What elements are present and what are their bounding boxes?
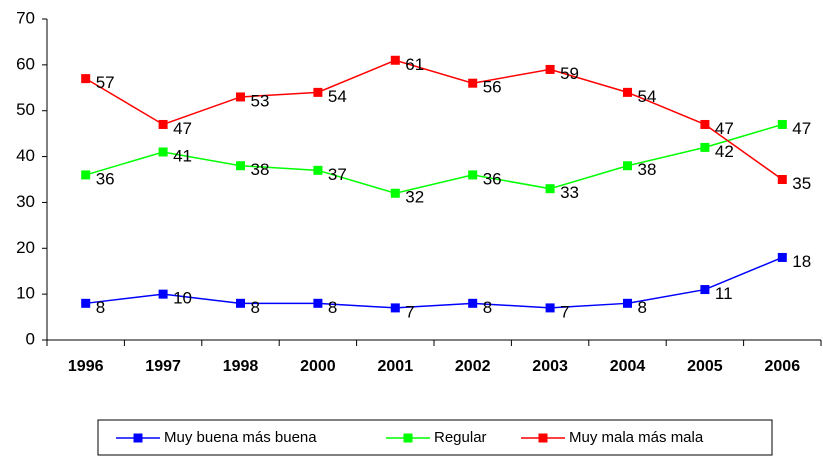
y-tick-label: 0	[26, 329, 35, 348]
y-tick-label: 10	[16, 284, 35, 303]
x-tick-label: 2006	[765, 358, 801, 375]
series-line	[85, 256, 783, 309]
data-label: 35	[792, 174, 811, 193]
data-label: 53	[251, 91, 270, 110]
point	[158, 147, 168, 157]
point	[777, 119, 787, 129]
point	[545, 64, 555, 74]
data-label: 54	[638, 87, 657, 106]
x-tick-label: 2002	[455, 358, 491, 375]
point	[158, 289, 168, 299]
data-label: 57	[96, 73, 115, 92]
data-label: 8	[328, 298, 337, 317]
data-label: 56	[483, 78, 502, 97]
data-label: 61	[405, 55, 424, 74]
point	[313, 87, 323, 97]
data-label: 37	[328, 165, 347, 184]
x-tick-label: 1997	[145, 358, 181, 375]
data-label: 8	[96, 298, 105, 317]
series-line	[85, 123, 783, 195]
point	[545, 184, 555, 194]
point	[390, 303, 400, 313]
data-label: 47	[792, 119, 811, 138]
point	[236, 92, 245, 102]
data-label: 42	[715, 142, 734, 161]
legend-label: Muy buena más buena	[164, 429, 317, 446]
data-label: 7	[405, 302, 414, 321]
x-tick-label: 2001	[378, 358, 414, 375]
point	[468, 170, 478, 180]
point	[81, 74, 91, 84]
x-tick-label: 2000	[300, 358, 336, 375]
y-tick-label: 70	[16, 8, 35, 27]
y-tick-label: 20	[16, 238, 35, 257]
point	[236, 161, 245, 171]
point	[81, 298, 91, 308]
point	[623, 298, 632, 308]
y-tick-label: 50	[16, 100, 35, 119]
point	[700, 285, 710, 295]
point	[158, 119, 168, 129]
point	[236, 298, 245, 308]
data-label: 41	[173, 146, 192, 165]
series-line	[85, 59, 783, 181]
data-label: 32	[405, 188, 424, 207]
x-tick-label: 1998	[223, 358, 259, 375]
data-label: 8	[251, 298, 260, 317]
point	[623, 161, 632, 171]
data-label: 36	[96, 169, 115, 188]
data-label: 18	[792, 252, 811, 271]
legend-label: Muy mala más mala	[569, 429, 704, 446]
legend-box	[97, 419, 773, 456]
legend-marker	[133, 433, 143, 443]
y-tick-label: 60	[16, 54, 35, 73]
point	[700, 119, 710, 129]
y-tick-label: 40	[16, 146, 35, 165]
data-label: 7	[560, 302, 569, 321]
data-label: 8	[483, 298, 492, 317]
data-label: 59	[560, 64, 579, 83]
point	[313, 165, 323, 175]
data-label: 33	[560, 183, 579, 202]
point	[777, 175, 787, 184]
x-tick-label: 2005	[687, 358, 723, 375]
point	[545, 303, 555, 313]
data-label: 36	[483, 169, 502, 188]
x-tick-label: 1996	[68, 358, 104, 375]
point	[390, 55, 400, 65]
data-label: 38	[638, 160, 657, 179]
point	[468, 78, 478, 88]
data-label: 10	[173, 289, 192, 308]
legend-marker	[538, 433, 548, 443]
legend-marker	[403, 433, 413, 443]
point	[468, 298, 478, 308]
y-tick-label: 30	[16, 192, 35, 211]
data-label: 47	[715, 119, 734, 138]
point	[700, 142, 710, 152]
data-label: 11	[715, 284, 733, 303]
data-label: 38	[251, 160, 270, 179]
legend-label: Regular	[434, 429, 487, 446]
x-tick-label: 2004	[610, 358, 646, 375]
data-label: 54	[328, 87, 347, 106]
data-label: 8	[638, 298, 647, 317]
point	[623, 87, 632, 97]
x-tick-label: 2003	[532, 358, 568, 375]
point	[81, 170, 91, 180]
point	[313, 298, 323, 308]
point	[777, 252, 787, 262]
point	[390, 188, 400, 198]
data-label: 47	[173, 119, 192, 138]
